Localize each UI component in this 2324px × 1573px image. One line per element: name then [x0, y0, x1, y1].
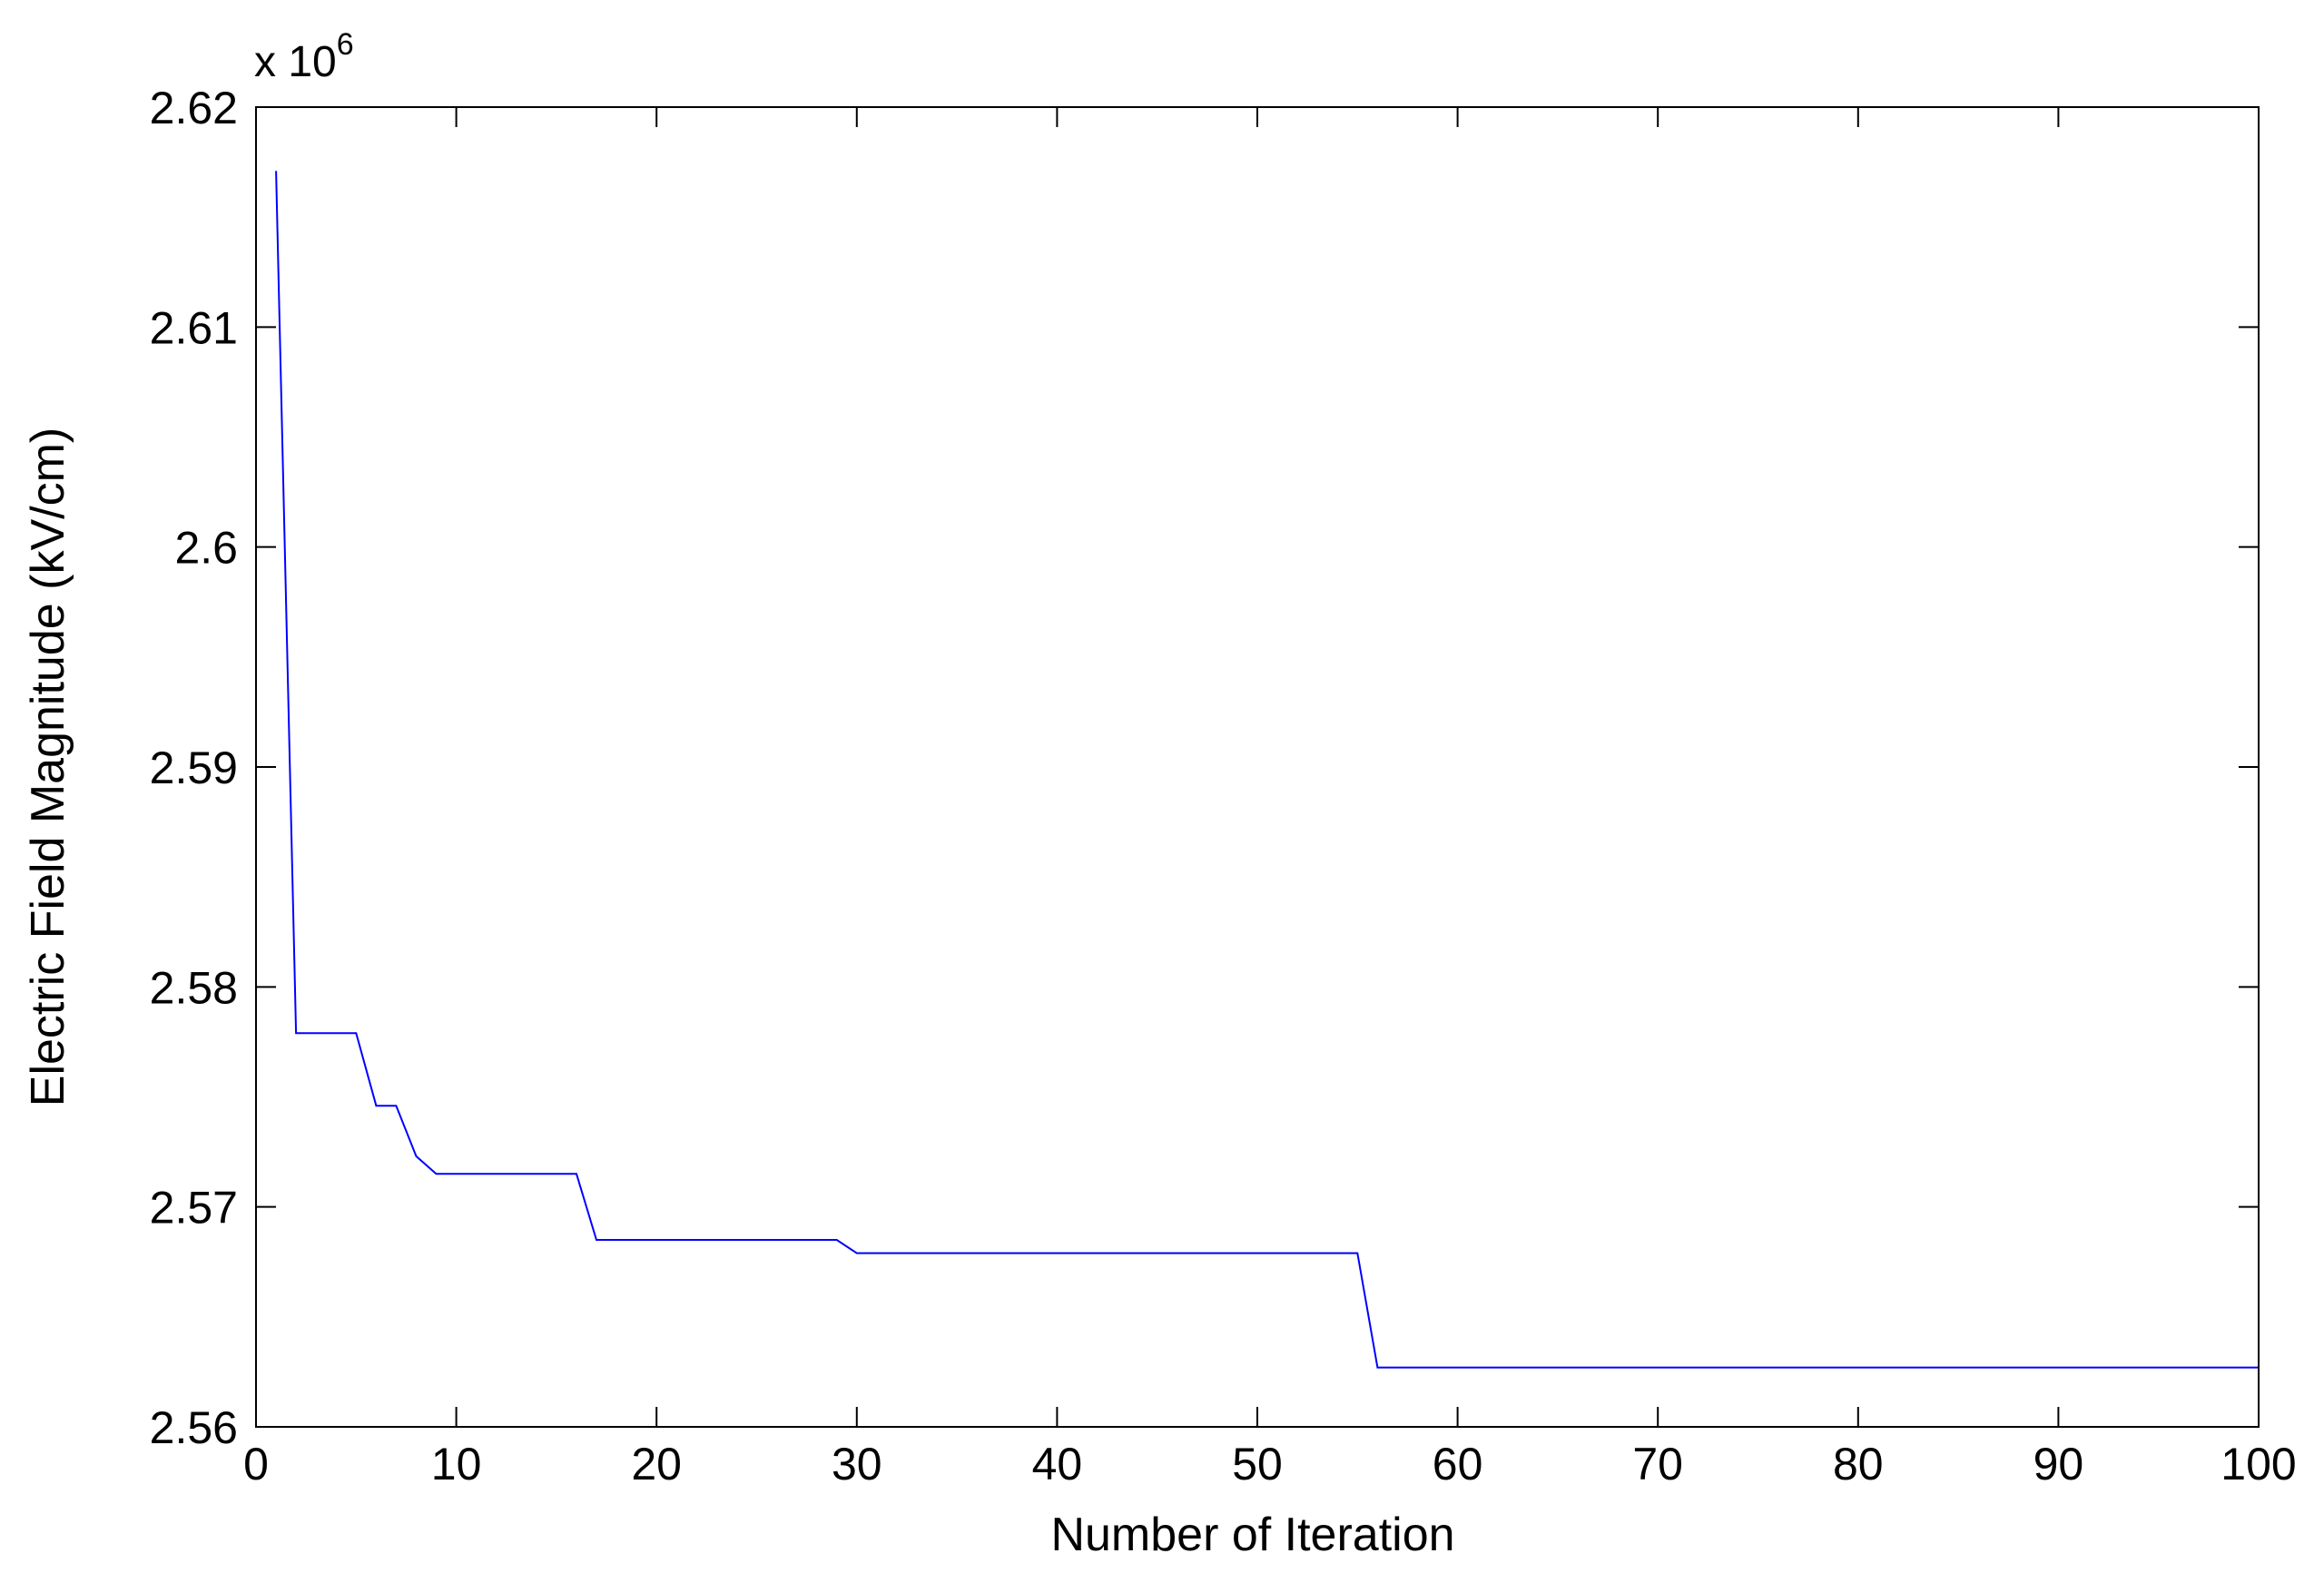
y-exponent-label: x 106	[254, 27, 354, 86]
x-tick-label-60: 60	[1433, 1439, 1483, 1489]
y-tick-label-5: 2.61	[150, 302, 238, 353]
y-tick-label-3: 2.59	[150, 742, 238, 793]
x-tick-label-40: 40	[1032, 1439, 1083, 1489]
y-tick-label-4: 2.6	[174, 523, 238, 574]
x-axis-ticks: 0 10 20 30 40 50 60 70 80 90 100	[243, 107, 2297, 1489]
x-tick-label-20: 20	[631, 1439, 682, 1489]
series-line	[275, 171, 2259, 1369]
x-tick-label-30: 30	[832, 1439, 882, 1489]
y-tick-label-2: 2.58	[150, 962, 238, 1013]
x-tick-label-70: 70	[1632, 1439, 1683, 1489]
x-tick-label-10: 10	[431, 1439, 482, 1489]
x-tick-label-100: 100	[2221, 1439, 2296, 1489]
x-tick-label-50: 50	[1232, 1439, 1283, 1489]
y-axis-title: Electric Field Magnitude (kV/cm)	[22, 428, 74, 1106]
x-tick-label-0: 0	[243, 1439, 269, 1489]
y-axis-ticks: 2.56 2.57 2.58 2.59 2.6 2.61 2.62	[150, 83, 2259, 1453]
y-tick-label-0: 2.56	[150, 1402, 238, 1453]
y-exponent-power: 6	[337, 27, 354, 62]
plot-area	[256, 107, 2259, 1427]
y-tick-label-6: 2.62	[150, 83, 238, 133]
y-exponent-base: x 10	[254, 38, 337, 86]
x-tick-label-80: 80	[1833, 1439, 1884, 1489]
y-tick-label-1: 2.57	[150, 1183, 238, 1234]
x-tick-label-90: 90	[2034, 1439, 2084, 1489]
plot-frame	[255, 106, 2260, 1428]
x-axis-title: Number of Iteration	[1050, 1509, 1454, 1561]
